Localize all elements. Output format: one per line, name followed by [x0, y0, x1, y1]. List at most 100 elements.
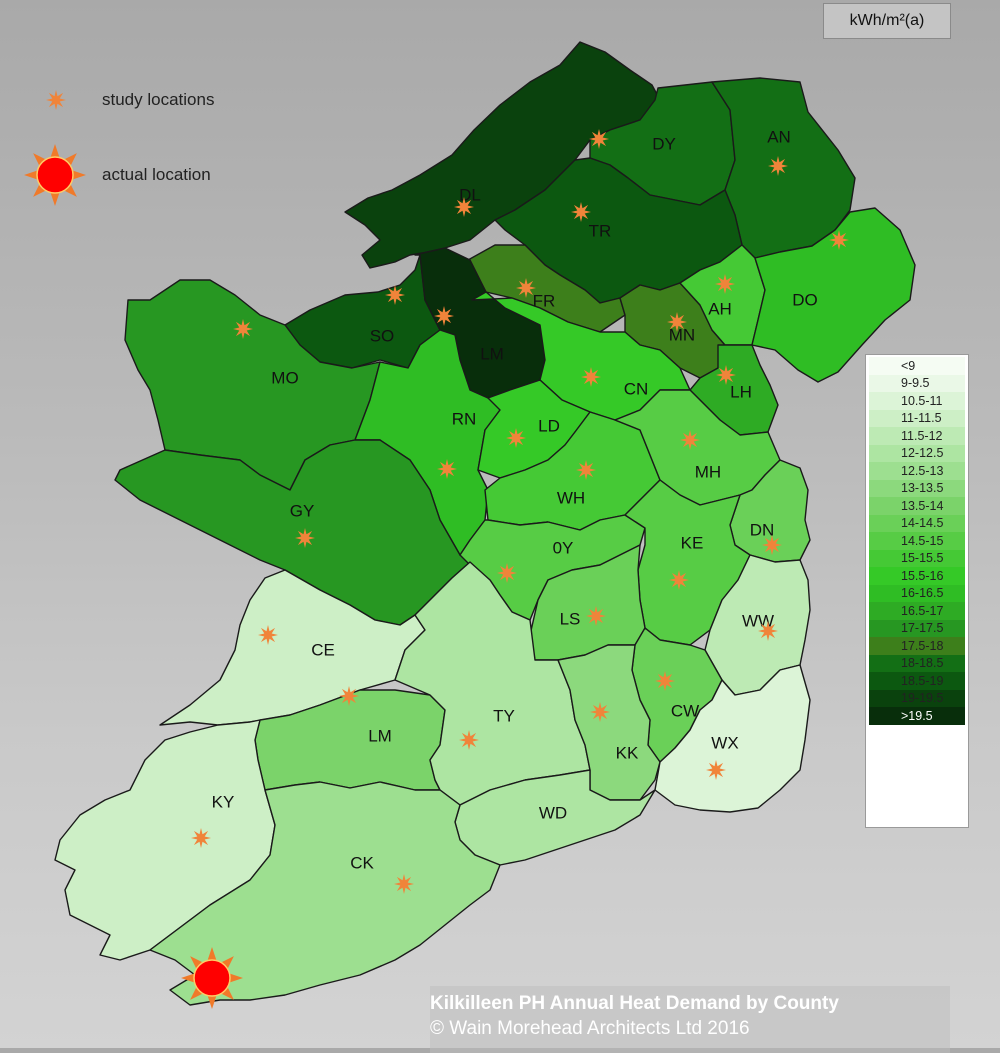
legend-item-label: 17.5-18 — [901, 638, 944, 653]
county-label: WX — [711, 733, 738, 752]
county-label: MO — [271, 368, 298, 387]
credit-title: Kilkilleen PH Annual Heat Demand by Coun… — [430, 993, 839, 1014]
county-label: CW — [671, 701, 699, 720]
study-location-marker — [716, 365, 736, 385]
study-location-marker — [762, 535, 782, 555]
county-label: WH — [557, 488, 585, 507]
county-label: LM — [368, 726, 392, 745]
study-location-marker — [454, 197, 474, 217]
study-location-marker — [758, 621, 778, 641]
county-label: LD — [538, 416, 560, 435]
study-location-marker — [258, 625, 278, 645]
county-label: AH — [708, 299, 732, 318]
credit-copyright: © Wain Morehead Architects Ltd 2016 — [430, 1018, 750, 1039]
legend-item-label: 16.5-17 — [901, 603, 944, 618]
legend-item-label: 17-17.5 — [901, 621, 944, 636]
legend-item: 18.5-19 — [869, 672, 965, 690]
county-label: KK — [616, 743, 639, 762]
credit-block: Kilkilleen PH Annual Heat Demand by Coun… — [430, 986, 950, 1053]
county-label: MN — [669, 325, 695, 344]
legend-item: 11.5-12 — [869, 427, 965, 445]
study-location-marker — [680, 430, 700, 450]
legend-item: 14-14.5 — [869, 514, 965, 532]
county-region — [149, 781, 501, 1006]
actual-location-marker — [193, 959, 231, 997]
legend-item-label: 18-18.5 — [901, 656, 944, 671]
legend-item-label: 10.5-11 — [901, 393, 943, 408]
legend-item: 17-17.5 — [869, 619, 965, 637]
study-location-icon — [46, 90, 66, 110]
key-row-study: study locations — [42, 86, 214, 114]
county-label: WW — [742, 611, 774, 630]
legend-item-label: 12.5-13 — [901, 463, 944, 478]
county-label: LH — [730, 382, 752, 401]
actual-location-label: actual location — [102, 165, 211, 184]
county-label: KE — [681, 533, 704, 552]
county-label: KY — [212, 792, 235, 811]
legend-item-label: >19.5 — [901, 708, 933, 723]
study-location-marker — [706, 760, 726, 780]
legend-item-label: 13-13.5 — [901, 481, 944, 496]
study-location-marker — [590, 702, 610, 722]
study-location-marker — [589, 129, 609, 149]
county-label: 0Y — [553, 538, 574, 557]
study-location-marker — [581, 367, 601, 387]
legend-item-label: 13.5-14 — [901, 498, 944, 513]
study-location-label: study locations — [102, 90, 215, 109]
unit-label: kWh/m²(a) — [849, 12, 925, 29]
actual-location-marker — [36, 156, 74, 194]
county-label: DY — [652, 134, 676, 153]
heat-demand-legend: <9 9-9.5 10.5-11 11-11.5 11.5-12 12-12.5 12.5-… — [865, 354, 969, 828]
legend-item-label: 18.5-19 — [901, 673, 944, 688]
study-location-marker — [437, 459, 457, 479]
county-label: LS — [560, 609, 581, 628]
unit-label-box: kWh/m²(a) — [823, 3, 951, 39]
legend-item-label: 11-11.5 — [901, 411, 942, 426]
study-location-marker — [459, 730, 479, 750]
study-location-marker — [385, 285, 405, 305]
legend-item: 13-13.5 — [869, 479, 965, 497]
study-location-marker — [394, 874, 414, 894]
legend-item: 16-16.5 — [869, 584, 965, 602]
study-location-marker — [829, 230, 849, 250]
county-label: FR — [533, 291, 556, 310]
legend-item-label: 11.5-12 — [901, 428, 943, 443]
county-label: GY — [290, 501, 315, 520]
legend-item-label: <9 — [901, 358, 916, 373]
legend-item-label: 15.5-16 — [901, 568, 944, 583]
legend-item: 10.5-11 — [869, 392, 965, 410]
legend-item-label: 19-19.5 — [901, 691, 944, 706]
legend-item: 9-9.5 — [869, 374, 965, 392]
legend-item: 17.5-18 — [869, 637, 965, 655]
legend-item-label: 15-15.5 — [901, 551, 944, 566]
legend-item-label: 16-16.5 — [901, 586, 944, 601]
actual-location-icon — [24, 144, 86, 206]
study-location-marker — [497, 563, 517, 583]
legend-item: 15.5-16 — [869, 567, 965, 585]
key-row-actual: actual location — [20, 140, 211, 210]
county-label: SO — [370, 326, 395, 345]
county-label: TY — [493, 706, 515, 725]
study-location-marker — [516, 278, 536, 298]
study-location-marker — [669, 570, 689, 590]
study-location-marker — [191, 828, 211, 848]
legend-item: 15-15.5 — [869, 549, 965, 567]
study-location-marker — [339, 686, 359, 706]
legend-item: 11-11.5 — [869, 409, 965, 427]
legend-item-label: 12-12.5 — [901, 446, 944, 461]
study-location-marker — [667, 312, 687, 332]
study-location-marker — [295, 528, 315, 548]
county-label: LM — [480, 344, 504, 363]
county-region — [557, 644, 661, 801]
legend-item: 18-18.5 — [869, 654, 965, 672]
county-label: CN — [624, 379, 649, 398]
study-location-marker — [586, 606, 606, 626]
study-location-marker — [655, 671, 675, 691]
legend-item: 12.5-13 — [869, 462, 965, 480]
legend-item: 13.5-14 — [869, 497, 965, 515]
county-label: CE — [311, 640, 335, 659]
county-label: DO — [792, 290, 818, 309]
study-location-marker — [571, 202, 591, 222]
study-location-marker — [233, 319, 253, 339]
